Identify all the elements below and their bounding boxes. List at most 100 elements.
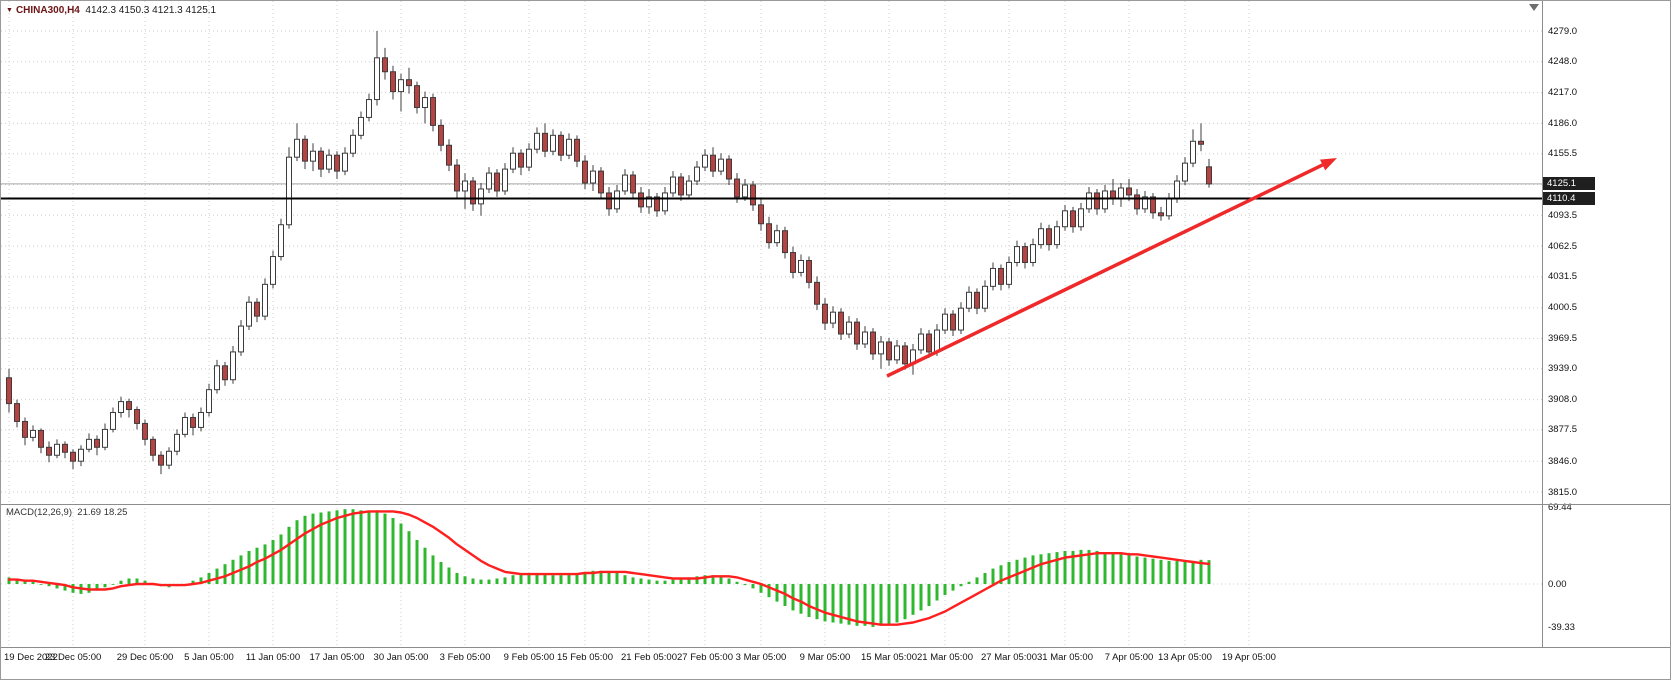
macd-pane[interactable] xyxy=(1,504,1542,647)
candle-bearish xyxy=(758,204,764,225)
macd-histogram-bar xyxy=(863,584,867,626)
candle-bearish xyxy=(790,252,796,273)
candle-bearish xyxy=(126,401,132,411)
candle-bullish xyxy=(830,311,836,324)
macd-histogram-bar xyxy=(743,584,747,586)
symbol-dropdown-icon: ▼ xyxy=(6,7,13,14)
time-axis[interactable]: 19 Dec 2022 23 Dec 05:00 29 Dec 05:00 5 Jan… xyxy=(1,647,1670,679)
candle-bullish xyxy=(358,116,364,136)
hline-price-badge: 4110.4 xyxy=(1543,192,1595,205)
macd-histogram-bar xyxy=(223,564,227,584)
time-axis-label: 27 Mar 05:00 xyxy=(981,652,1037,663)
macd-histogram-bar xyxy=(127,578,131,584)
macd-histogram-bar xyxy=(431,555,435,584)
macd-histogram-bar xyxy=(407,531,411,584)
candle-bullish xyxy=(54,443,60,456)
candle-bullish xyxy=(1118,187,1124,200)
candle-bullish xyxy=(1142,196,1148,210)
macd-histogram-bar xyxy=(343,509,347,584)
candle-bullish xyxy=(326,154,332,170)
macd-histogram-bar xyxy=(695,576,699,584)
macd-histogram-bar xyxy=(15,579,19,584)
price-axis-label: 3846.0 xyxy=(1548,455,1578,467)
candle-bullish xyxy=(534,132,540,150)
candle-bearish xyxy=(950,313,956,331)
macd-histogram-bar xyxy=(511,575,515,584)
candle-bearish xyxy=(822,303,828,324)
macd-histogram-bar xyxy=(215,568,219,584)
candle-bullish xyxy=(174,433,180,452)
candle-bullish xyxy=(1030,244,1036,263)
macd-histogram-bar xyxy=(359,510,363,584)
time-axis-label: 29 Dec 05:00 xyxy=(116,652,174,663)
ohlc-values: 4142.3 4150.3 4121.3 4125.1 xyxy=(85,5,217,16)
macd-histogram-bar xyxy=(1071,551,1075,584)
candle-bullish xyxy=(278,224,284,258)
candle-bearish xyxy=(886,341,892,361)
candle-bearish xyxy=(782,230,788,254)
macd-histogram-bar xyxy=(1103,552,1107,584)
time-axis-label: 13 Apr 05:00 xyxy=(1158,652,1212,663)
candle-bullish xyxy=(310,150,316,162)
candle-bearish xyxy=(734,178,740,198)
candle-bullish xyxy=(1102,190,1108,210)
candle-bullish xyxy=(566,138,572,156)
candle-bullish xyxy=(550,134,556,152)
candle-bullish xyxy=(510,152,516,170)
macd-histogram-bar xyxy=(663,580,667,584)
price-axis-label: 4031.5 xyxy=(1548,271,1578,283)
time-axis-label: 7 Apr 05:00 xyxy=(1104,652,1154,663)
candle-bearish xyxy=(150,438,156,456)
price-axis-label: 3908.0 xyxy=(1548,394,1578,406)
trend-arrow-line[interactable] xyxy=(886,163,1324,378)
macd-histogram-bar xyxy=(831,584,835,623)
candle-bullish xyxy=(670,176,676,194)
macd-histogram-bar xyxy=(639,578,643,584)
candle-bullish xyxy=(1182,162,1188,182)
macd-histogram-bar xyxy=(815,584,819,620)
time-axis-label: 5 Jan 05:00 xyxy=(184,652,234,663)
candle-bullish xyxy=(270,256,276,285)
candle-bearish xyxy=(654,196,660,212)
candle-bullish xyxy=(1038,228,1044,246)
candle-bullish xyxy=(990,267,996,287)
macd-histogram-bar xyxy=(647,579,651,584)
main-chart-pane[interactable] xyxy=(1,1,1542,504)
time-axis-label: 15 Feb 05:00 xyxy=(557,652,613,663)
chart-title: ▼ CHINA300,H4 4142.3 4150.3 4121.3 4125.1 xyxy=(6,5,216,16)
candle-bullish xyxy=(350,134,356,154)
macd-histogram-bar xyxy=(263,544,267,584)
candle-bullish xyxy=(238,325,244,353)
candle-bearish xyxy=(1134,194,1140,210)
candle-bullish xyxy=(1054,226,1060,246)
pane-separator[interactable] xyxy=(1,504,1670,505)
macd-axis-label: 0.00 xyxy=(1548,578,1567,590)
price-axis-label: 4093.5 xyxy=(1548,209,1578,221)
macd-histogram-bar xyxy=(383,513,387,584)
macd-histogram-bar xyxy=(327,511,331,584)
candle-bullish xyxy=(614,190,620,210)
macd-histogram-bar xyxy=(719,576,723,584)
macd-histogram-bar xyxy=(351,509,355,584)
macd-histogram-bar xyxy=(687,577,691,584)
candle-bullish xyxy=(686,180,692,196)
candle-bullish xyxy=(934,329,940,353)
price-axis[interactable]: 4279.0 4248.0 4217.0 4186.0 4155.5 4093.5 4062… xyxy=(1542,1,1670,647)
macd-histogram-bar xyxy=(439,562,443,584)
chart-shift-marker[interactable] xyxy=(1529,4,1539,11)
macd-histogram-bar xyxy=(943,584,947,595)
candle-bearish xyxy=(598,170,604,194)
trend-arrow-head[interactable] xyxy=(1319,158,1337,171)
candle-bearish xyxy=(1070,210,1076,228)
macd-histogram-bar xyxy=(279,534,283,584)
macd-histogram-bar xyxy=(31,581,35,584)
candle-bullish xyxy=(702,154,708,168)
macd-histogram-bar xyxy=(1079,549,1083,584)
candle-bullish xyxy=(942,313,948,331)
macd-histogram-bar xyxy=(1167,560,1171,584)
candle-bearish xyxy=(334,154,340,172)
macd-histogram-bar xyxy=(735,581,739,584)
candle-bearish xyxy=(94,438,100,448)
candle-bearish xyxy=(766,223,772,244)
